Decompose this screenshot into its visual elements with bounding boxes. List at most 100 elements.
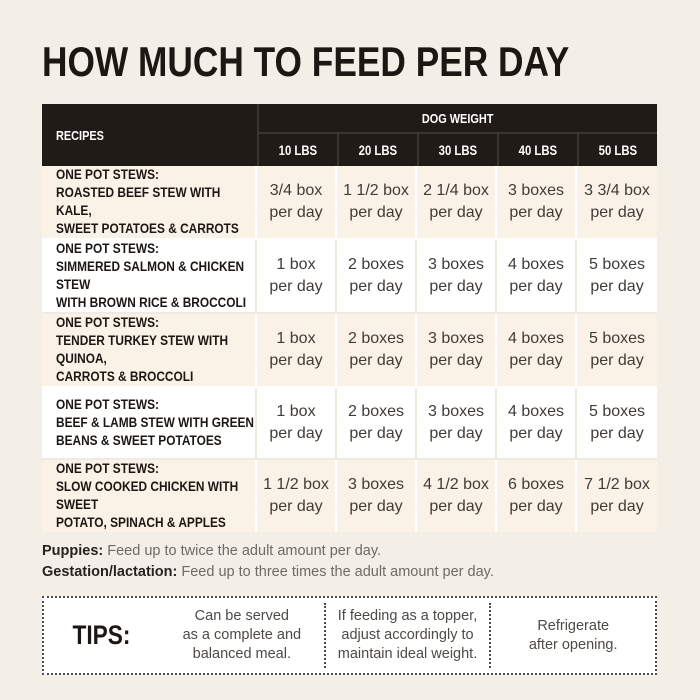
note-puppies: Puppies: Feed up to twice the adult amou… [42, 541, 657, 562]
recipes-header-label: RECIPES [56, 127, 104, 143]
recipe-name: TENDER TURKEY STEW WITH QUINOA, CARROTS … [56, 333, 229, 385]
recipe-name: SIMMERED SALMON & CHICKEN STEW WITH BROW… [56, 259, 247, 311]
table-row-salmon-chicken-stew: ONE POT STEWS: SIMMERED SALMON & CHICKEN… [42, 240, 658, 315]
amount-text: 4 boxes per day [507, 256, 565, 296]
recipes-header-cell: RECIPES [42, 104, 257, 167]
recipe-name: BEEF & LAMB STEW WITH GREEN BEANS & SWEE… [56, 415, 254, 449]
amount-text: 3 boxes per day [347, 476, 405, 516]
tip-divider [489, 603, 492, 669]
amount-text: 4 boxes per day [507, 330, 565, 370]
recipe-cell: ONE POT STEWS: TENDER TURKEY STEW WITH Q… [42, 314, 258, 389]
feeding-notes: Puppies: Feed up to twice the adult amou… [42, 541, 657, 583]
amount-cell: 3 boxes per day [337, 460, 417, 533]
amount-cell: 5 boxes per day [577, 314, 658, 389]
tip-item-refrigerate: Refrigerate after opening. [528, 617, 618, 653]
weight-column-label: 50 LBS [598, 142, 638, 158]
amount-cell: 1 box per day [257, 314, 337, 389]
amount-cell: 1 box per day [257, 388, 337, 461]
recipe-name: ROASTED BEEF STEW WITH KALE, SWEET POTAT… [56, 185, 239, 237]
amount-text: 7 1/2 box per day [584, 476, 650, 516]
recipe-prefix: ONE POT STEWS: [56, 241, 159, 257]
amount-cell: 4 boxes per day [497, 240, 577, 315]
feeding-table: RECIPES DOG WEIGHT 10 LBS 20 LBS 30 LBS … [42, 104, 658, 533]
amount-text: 6 boxes per day [507, 476, 565, 516]
amount-cell: 1 1/2 box per day [257, 460, 337, 533]
amount-cell: 4 boxes per day [497, 314, 577, 389]
weight-column-label: 20 LBS [358, 142, 398, 158]
recipe-prefix: ONE POT STEWS: [56, 397, 159, 413]
weight-column-label: 10 LBS [278, 142, 318, 158]
recipe-text: ONE POT STEWS: ROASTED BEEF STEW WITH KA… [56, 166, 258, 238]
tips-box: TIPS: Can be served as a complete and ba… [42, 596, 657, 676]
recipe-prefix: ONE POT STEWS: [56, 315, 159, 331]
amount-text: 3 boxes per day [427, 330, 485, 370]
dog-weight-header-cell: DOG WEIGHT [257, 104, 658, 133]
amount-cell: 2 boxes per day [337, 388, 417, 461]
amount-text: 1 box per day [269, 256, 323, 296]
amount-text: 3 3/4 box per day [584, 182, 650, 222]
amount-cell: 4 boxes per day [497, 388, 577, 461]
amount-text: 4 1/2 box per day [423, 476, 489, 516]
tip-divider [323, 603, 326, 669]
weight-column-header-50lbs: 50 LBS [577, 132, 658, 167]
table-row-beef-stew: ONE POT STEWS: ROASTED BEEF STEW WITH KA… [42, 166, 658, 241]
amount-cell: 2 boxes per day [337, 314, 417, 389]
recipe-prefix: ONE POT STEWS: [56, 461, 159, 477]
amount-cell: 7 1/2 box per day [577, 460, 658, 533]
tips-label-text: TIPS: [73, 620, 131, 651]
amount-text: 2 boxes per day [347, 330, 405, 370]
amount-cell: 6 boxes per day [497, 460, 577, 533]
dog-weight-header-label: DOG WEIGHT [422, 110, 494, 126]
amount-text: 2 1/4 box per day [423, 182, 489, 222]
note-label: Puppies: [42, 543, 104, 560]
amount-text: 1 box per day [269, 403, 323, 443]
amount-cell: 1 1/2 box per day [337, 166, 417, 241]
amount-cell: 3 boxes per day [417, 240, 497, 315]
amount-text: 3 boxes per day [427, 256, 485, 296]
recipe-cell: ONE POT STEWS: SLOW COOKED CHICKEN WITH … [42, 460, 258, 533]
amount-text: 5 boxes per day [588, 256, 646, 296]
recipe-cell: ONE POT STEWS: ROASTED BEEF STEW WITH KA… [42, 166, 258, 241]
table-row-beef-lamb-stew: ONE POT STEWS: BEEF & LAMB STEW WITH GRE… [42, 388, 658, 461]
recipe-name: SLOW COOKED CHICKEN WITH SWEET POTATO, S… [56, 479, 239, 531]
amount-cell: 2 boxes per day [337, 240, 417, 315]
amount-cell: 5 boxes per day [577, 388, 658, 461]
amount-cell: 3 boxes per day [497, 166, 577, 241]
weight-column-label: 40 LBS [518, 142, 558, 158]
note-label: Gestation/lactation: [42, 564, 178, 581]
weight-column-label: 30 LBS [438, 142, 478, 158]
table-row-turkey-stew: ONE POT STEWS: TENDER TURKEY STEW WITH Q… [42, 314, 658, 389]
tip-item-complete-meal: Can be served as a complete and balanced… [182, 608, 302, 663]
recipe-text: ONE POT STEWS: SLOW COOKED CHICKEN WITH … [56, 460, 258, 532]
amount-cell: 3/4 box per day [257, 166, 337, 241]
note-gestation: Gestation/lactation: Feed up to three ti… [42, 562, 657, 583]
tip-item-topper: If feeding as a topper, adjust according… [337, 608, 478, 663]
amount-text: 3 boxes per day [507, 182, 565, 222]
amount-text: 5 boxes per day [588, 330, 646, 370]
note-text: Feed up to twice the adult amount per da… [107, 543, 382, 560]
amount-text: 3 boxes per day [427, 403, 485, 443]
weight-column-header-20lbs: 20 LBS [337, 132, 417, 167]
amount-cell: 3 3/4 box per day [577, 166, 658, 241]
recipe-text: ONE POT STEWS: SIMMERED SALMON & CHICKEN… [56, 240, 258, 312]
amount-cell: 1 box per day [257, 240, 337, 315]
amount-text: 2 boxes per day [347, 403, 405, 443]
recipe-cell: ONE POT STEWS: BEEF & LAMB STEW WITH GRE… [42, 388, 258, 461]
amount-text: 1 1/2 box per day [263, 476, 329, 516]
recipe-cell: ONE POT STEWS: SIMMERED SALMON & CHICKEN… [42, 240, 258, 315]
amount-text: 2 boxes per day [347, 256, 405, 296]
table-row-slow-cooked-chicken: ONE POT STEWS: SLOW COOKED CHICKEN WITH … [42, 460, 658, 533]
amount-cell: 5 boxes per day [577, 240, 658, 315]
amount-cell: 3 boxes per day [417, 388, 497, 461]
weight-column-header-10lbs: 10 LBS [257, 132, 337, 167]
amount-text: 1 1/2 box per day [343, 182, 409, 222]
tips-label: TIPS: [44, 620, 160, 651]
amount-cell: 3 boxes per day [417, 314, 497, 389]
feeding-table-header: RECIPES DOG WEIGHT 10 LBS 20 LBS 30 LBS … [42, 104, 658, 167]
amount-text: 5 boxes per day [588, 403, 646, 443]
amount-text: 4 boxes per day [507, 403, 565, 443]
recipe-text: ONE POT STEWS: TENDER TURKEY STEW WITH Q… [56, 314, 258, 386]
amount-cell: 2 1/4 box per day [417, 166, 497, 241]
amount-text: 1 box per day [269, 330, 323, 370]
recipe-text: ONE POT STEWS: BEEF & LAMB STEW WITH GRE… [56, 396, 258, 450]
